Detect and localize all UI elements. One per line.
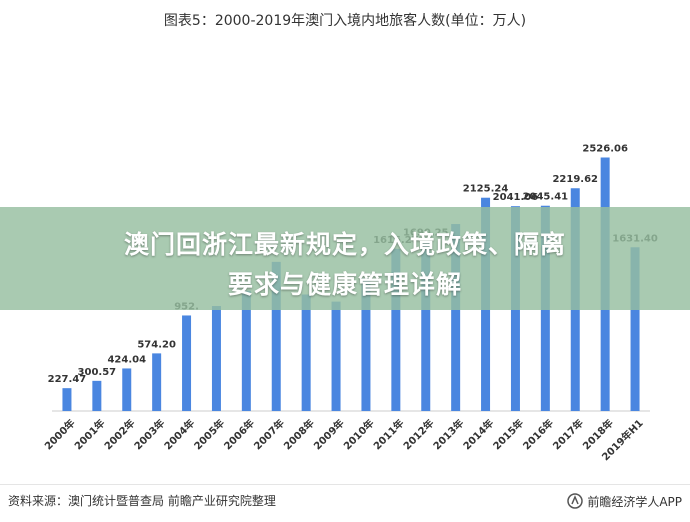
bar-7 [271,261,281,411]
banner-headline-line-1: 澳门回浙江最新规定，入境政策、隔离 [123,230,566,259]
brand-logo-icon [567,493,584,509]
x-tick-label-17: 2017年 [550,416,586,452]
bar-13 [451,224,461,411]
x-tick-label-4: 2004年 [161,416,197,452]
x-tick-label-0: 2000年 [42,416,78,452]
value-label-3: 574.20 [137,339,176,350]
bar-1 [92,380,102,411]
footer-divider [0,484,690,485]
bar-10 [361,278,371,411]
bar-8 [301,294,311,411]
overlay-banner: 澳门回浙江最新规定，入境政策、隔离 要求与健康管理详解 [0,207,690,310]
bar-2 [122,368,132,411]
x-tick-label-8: 2008年 [281,416,317,452]
bar-12 [421,241,431,411]
brand-area: 前瞻经济学人APP [567,490,682,512]
value-label-0: 227.47 [48,374,87,385]
x-tick-label-6: 2006年 [221,416,257,452]
x-tick-label-16: 2016年 [520,416,556,452]
bar-4 [182,315,192,411]
x-tick-label-11: 2011年 [371,416,407,452]
x-tick-label-10: 2010年 [341,416,377,452]
chart-title: 图表5：2000-2019年澳门入境内地旅客人数(单位：万人) [163,13,527,29]
value-label-1: 300.57 [78,367,117,378]
value-label-17: 2219.62 [552,174,598,185]
brand-name: 前瞻经济学人APP [587,494,682,509]
value-label-14: 2125.24 [463,184,509,195]
bar-5 [211,306,221,411]
value-label-18: 2526.06 [582,143,628,154]
x-tick-label-15: 2015年 [490,416,526,452]
banner-headline-line-2: 要求与健康管理详解 [227,270,462,299]
value-label-15: 2041.06 [493,192,539,203]
x-tick-label-9: 2009年 [311,416,347,452]
bar-6 [241,290,251,411]
x-tick-label-13: 2013年 [430,416,466,452]
bar-19 [630,247,640,411]
source-note: 资料来源：澳门统计暨普查局 前瞻产业研究院整理 [8,494,276,508]
x-tick-label-3: 2003年 [131,416,167,452]
bar-3 [152,353,162,411]
x-tick-label-2: 2002年 [101,416,137,452]
bar-11 [391,248,401,411]
x-tick-label-1: 2001年 [72,416,108,452]
bar-0 [62,388,72,411]
x-tick-label-7: 2007年 [251,416,287,452]
x-tick-label-14: 2014年 [460,416,496,452]
x-tick-labels-group: 2000年2001年2002年2003年2004年2005年2006年2007年… [42,416,646,463]
value-label-2: 424.04 [107,354,146,365]
bar-9 [331,301,341,411]
value-label-16: 2045.41 [523,192,569,203]
x-tick-label-12: 2012年 [400,416,436,452]
x-tick-label-5: 2005年 [191,416,227,452]
